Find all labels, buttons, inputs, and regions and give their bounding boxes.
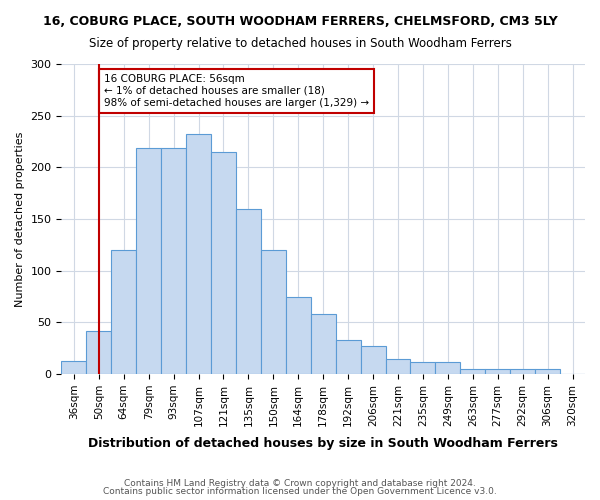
Bar: [510, 369, 535, 374]
Bar: [261, 250, 286, 374]
Bar: [236, 208, 261, 374]
Bar: [485, 369, 510, 374]
Bar: [386, 358, 410, 374]
Text: Contains HM Land Registry data © Crown copyright and database right 2024.: Contains HM Land Registry data © Crown c…: [124, 478, 476, 488]
Text: 16, COBURG PLACE, SOUTH WOODHAM FERRERS, CHELMSFORD, CM3 5LY: 16, COBURG PLACE, SOUTH WOODHAM FERRERS,…: [43, 15, 557, 28]
Text: Size of property relative to detached houses in South Woodham Ferrers: Size of property relative to detached ho…: [89, 38, 511, 51]
Bar: [136, 148, 161, 374]
Bar: [211, 152, 236, 374]
Text: Contains public sector information licensed under the Open Government Licence v3: Contains public sector information licen…: [103, 487, 497, 496]
Bar: [311, 314, 335, 374]
Bar: [161, 148, 186, 374]
Bar: [436, 362, 460, 374]
X-axis label: Distribution of detached houses by size in South Woodham Ferrers: Distribution of detached houses by size …: [88, 437, 558, 450]
Bar: [286, 296, 311, 374]
Bar: [335, 340, 361, 374]
Text: 16 COBURG PLACE: 56sqm
← 1% of detached houses are smaller (18)
98% of semi-deta: 16 COBURG PLACE: 56sqm ← 1% of detached …: [104, 74, 369, 108]
Bar: [111, 250, 136, 374]
Bar: [535, 369, 560, 374]
Bar: [361, 346, 386, 374]
Bar: [410, 362, 436, 374]
Y-axis label: Number of detached properties: Number of detached properties: [15, 132, 25, 306]
Bar: [186, 134, 211, 374]
Bar: [61, 360, 86, 374]
Bar: [460, 369, 485, 374]
Bar: [86, 330, 111, 374]
